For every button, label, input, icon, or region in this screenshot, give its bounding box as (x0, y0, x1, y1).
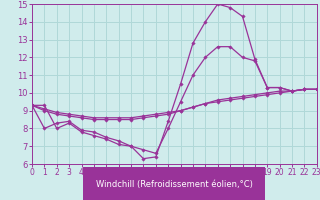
X-axis label: Windchill (Refroidissement éolien,°C): Windchill (Refroidissement éolien,°C) (96, 180, 253, 189)
